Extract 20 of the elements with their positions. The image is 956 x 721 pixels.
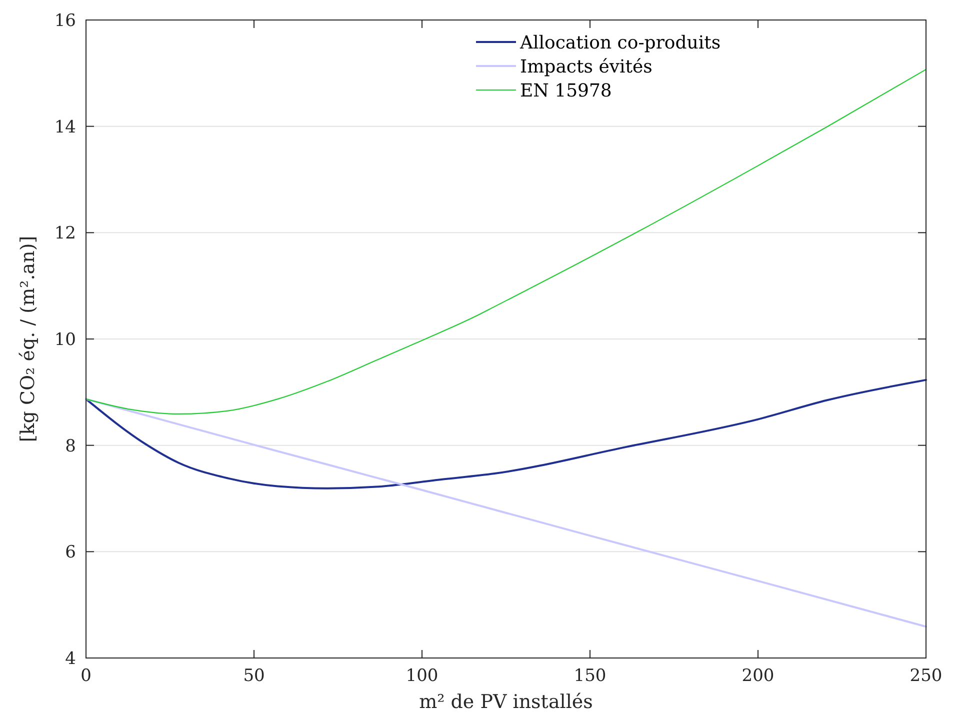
y-tick-label: 12 [54, 224, 76, 244]
y-tick-label: 4 [65, 648, 76, 669]
x-tick-label: 250 [910, 666, 942, 686]
x-tick-label: 50 [243, 666, 265, 686]
line-series [85, 378, 927, 490]
y-tick-label: 10 [54, 330, 76, 350]
legend-label: EN 15978 [520, 80, 612, 102]
y-tick-label: 14 [54, 117, 76, 138]
y-tick-label: 6 [65, 542, 76, 563]
y-tick-label: 16 [54, 10, 76, 31]
legend-label: Allocation co-produits [519, 32, 721, 54]
x-tick-label: 100 [406, 666, 438, 686]
legend-label: Impacts évités [520, 56, 652, 78]
line-series [85, 398, 927, 628]
x-tick-label: 150 [574, 666, 606, 686]
x-axis-title: m² de PV installés [419, 691, 593, 713]
x-tick-label: 200 [742, 666, 774, 686]
y-axis-title: [kg CO₂ éq. / (m².an)] [17, 236, 39, 442]
x-tick-label: 0 [80, 666, 92, 686]
y-tick-label: 8 [65, 436, 76, 456]
